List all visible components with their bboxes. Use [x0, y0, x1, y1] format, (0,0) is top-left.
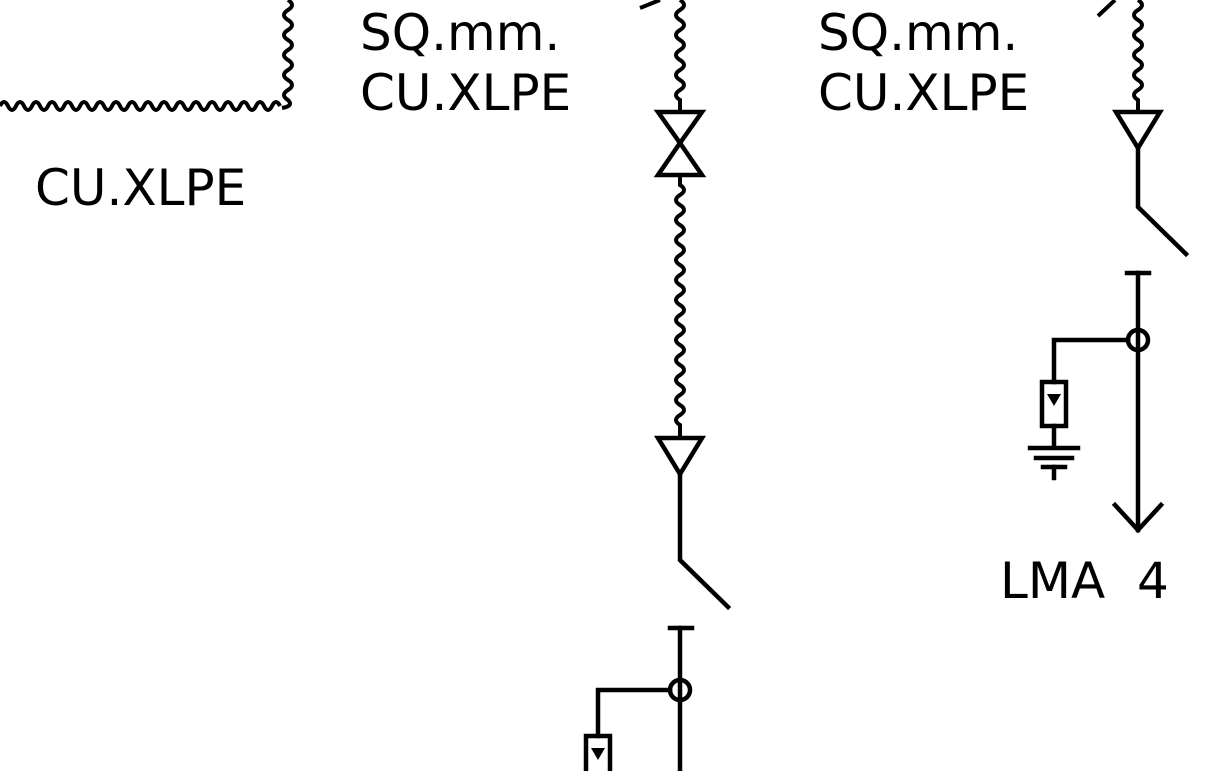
- middle-surge-arrester-lead: [595, 687, 673, 739]
- right-surge-arrester-arrow-icon: [1047, 394, 1061, 406]
- right-size-unit-label: SQ.mm.: [818, 4, 1018, 62]
- right-cable-termination-triangle: [1111, 109, 1165, 153]
- left-cable-type-label: CU.XLPE: [35, 159, 246, 217]
- left-cable-branch: CU.XLPE: [0, 0, 294, 217]
- right-surge-arrester-lead: [1051, 337, 1131, 385]
- middle-breaker-switch: [677, 471, 732, 611]
- middle-feeder-branch: SQ.mm. CU.XLPE: [360, 0, 732, 771]
- right-breaker-switch: [1135, 145, 1190, 258]
- middle-size-unit-label: SQ.mm.: [360, 4, 560, 62]
- middle-cable-type-label: CU.XLPE: [360, 64, 571, 122]
- left-horizontal-cable: [0, 100, 282, 112]
- middle-cable-termination-down-triangle: [653, 109, 707, 147]
- middle-upper-cable: [674, 0, 686, 112]
- middle-lower-cable: [674, 175, 686, 438]
- middle-surge-arrester-arrow-icon: [591, 748, 605, 760]
- right-cable-type-label: CU.XLPE: [818, 64, 1029, 122]
- right-ground-icon: [1027, 423, 1081, 481]
- right-cable: [1132, 0, 1144, 112]
- middle-end-termination-triangle: [653, 435, 707, 479]
- middle-leader-line: [639, 0, 661, 10]
- left-vertical-cable: [281, 0, 294, 110]
- right-leader-line: [1096, 0, 1117, 18]
- middle-surge-arrester-body: [583, 733, 613, 771]
- right-feeder-label: LMA 4: [1000, 552, 1169, 610]
- right-feeder-branch: SQ.mm. CU.XLPE LMA 4: [818, 0, 1190, 610]
- right-outgoing-arrow-icon: [1111, 501, 1165, 534]
